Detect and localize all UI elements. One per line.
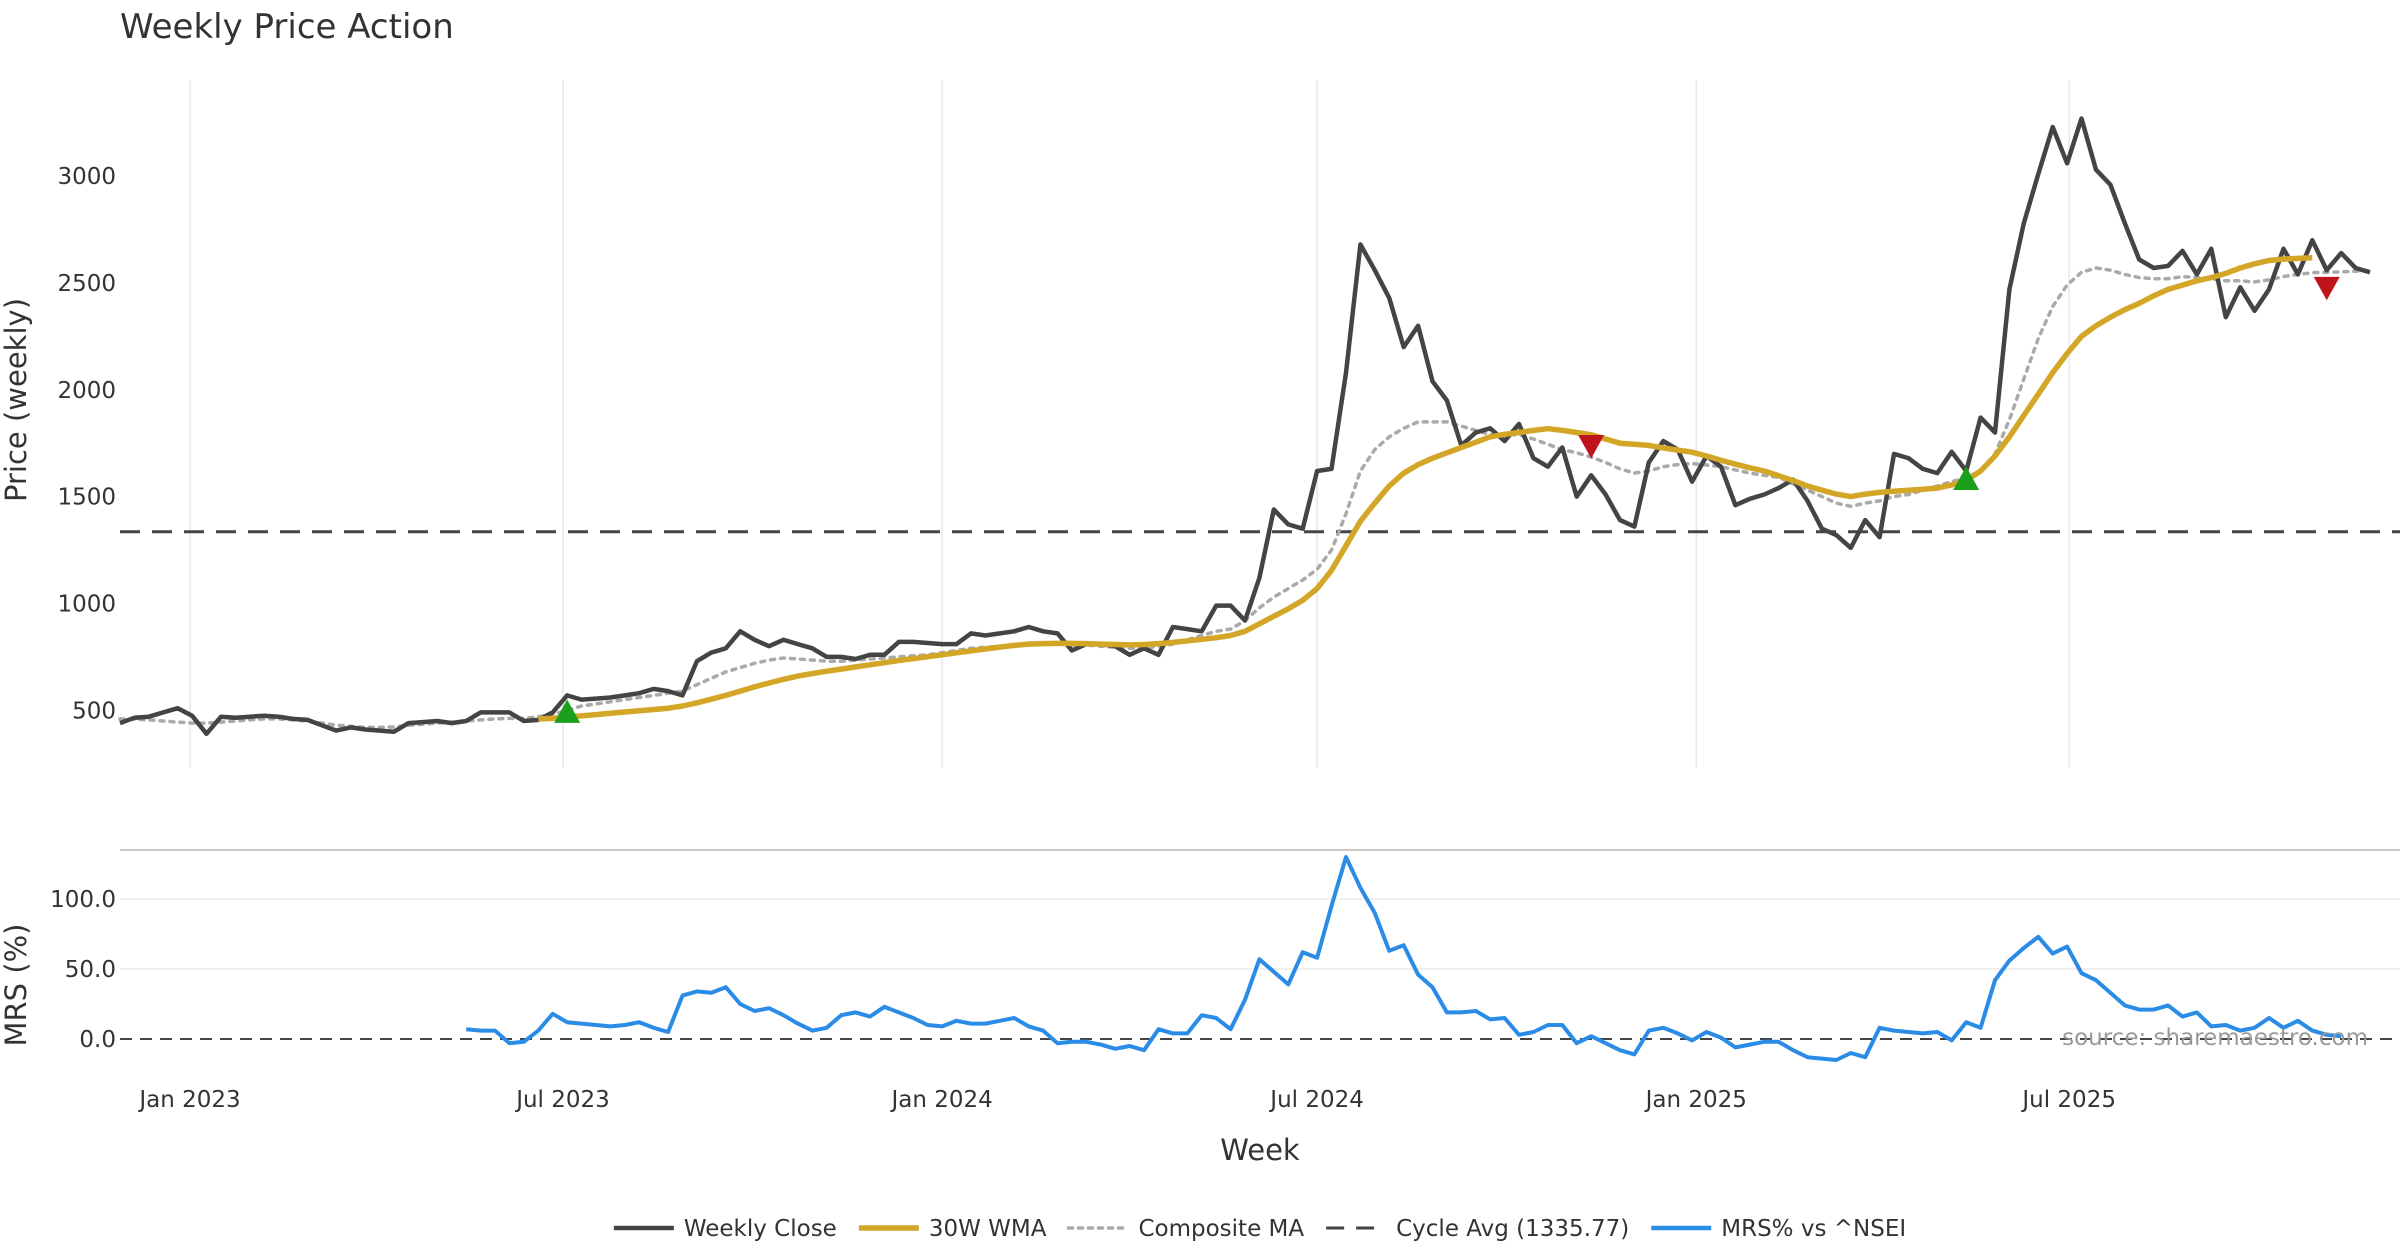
x-tick-label: Jul 2025 xyxy=(2020,1087,2116,1113)
chart-title: Weekly Price Action xyxy=(120,7,454,47)
mrs-y-axis-label: MRS (%) xyxy=(0,924,33,1047)
source-note: source: sharemaestro.com xyxy=(2062,1025,2368,1051)
mrs-panel: 0.0 50.0 100.0 MRS (%) source: sharemaestr… xyxy=(0,855,2400,1062)
price-panel: 500 1000 1500 2000 2500 3000 Price (weekly) xyxy=(0,80,2400,768)
price-y-ticks: 500 1000 1500 2000 2500 3000 xyxy=(57,164,116,724)
wma-30w-line xyxy=(538,255,2313,722)
mrs-y-tick-label: 0.0 xyxy=(79,1027,116,1053)
legend-label: Cycle Avg (1335.77) xyxy=(1396,1216,1629,1242)
buy-signal-marker xyxy=(1953,466,1980,490)
legend: Weekly Close 30W WMA Composite MA Cycle Avg… xyxy=(613,1216,1906,1242)
price-grid xyxy=(189,80,2070,768)
legend-label: Composite MA xyxy=(1138,1216,1304,1242)
mrs-line xyxy=(466,855,2342,1062)
price-y-tick-label: 1500 xyxy=(57,485,116,511)
sell-signal-marker xyxy=(2313,276,2340,301)
price-y-tick-label: 2000 xyxy=(57,378,116,404)
weekly-close-line xyxy=(119,116,2371,737)
x-tick-label: Jan 2023 xyxy=(137,1087,240,1113)
buy-signal-marker xyxy=(554,699,581,723)
x-axis-label: Week xyxy=(1220,1133,1300,1167)
mrs-y-tick-label: 100.0 xyxy=(50,887,116,913)
composite-ma-line xyxy=(118,266,2372,730)
legend-label: 30W WMA xyxy=(929,1216,1047,1242)
price-y-tick-label: 2500 xyxy=(57,271,116,297)
x-tick-label: Jul 2024 xyxy=(1268,1087,1364,1113)
price-y-tick-label: 500 xyxy=(72,698,116,724)
mrs-series-group xyxy=(466,855,2342,1062)
price-y-tick-label: 3000 xyxy=(57,164,116,190)
x-tick-label: Jan 2025 xyxy=(1644,1087,1747,1113)
sell-signal-marker xyxy=(1578,434,1605,459)
x-tick-label: Jul 2023 xyxy=(514,1087,610,1113)
signal-markers xyxy=(554,276,2340,723)
legend-label: MRS% vs ^NSEI xyxy=(1721,1216,1906,1242)
x-tick-label: Jan 2024 xyxy=(889,1087,992,1113)
mrs-y-tick-label: 50.0 xyxy=(65,957,116,983)
price-series-group xyxy=(118,116,2372,737)
mrs-y-ticks: 0.0 50.0 100.0 xyxy=(50,887,116,1053)
mrs-grid xyxy=(120,898,2400,1040)
price-y-tick-label: 1000 xyxy=(57,591,116,617)
legend-label: Weekly Close xyxy=(684,1216,837,1242)
price-y-axis-label: Price (weekly) xyxy=(0,298,33,502)
x-ticks: Jan 2023 Jul 2023 Jan 2024 Jul 2024 Jan 2025… xyxy=(137,1087,2116,1113)
